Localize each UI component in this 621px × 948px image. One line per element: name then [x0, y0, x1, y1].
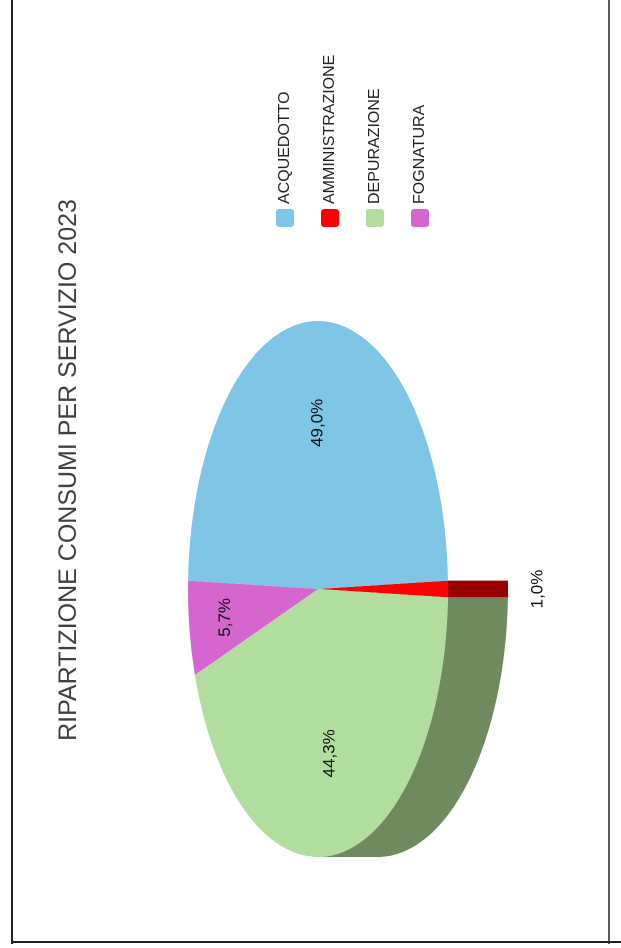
chart-title: RIPARTIZIONE CONSUMI PER SERVIZIO 2023 [54, 199, 82, 741]
legend-item-depurazione: DEPURAZIONE [366, 88, 384, 227]
legend-item-acquedotto: ACQUEDOTTO [276, 91, 294, 227]
legend-swatch-amministrazione [321, 209, 339, 227]
slice-acquedotto [188, 321, 448, 589]
legend-item-amministrazione: AMMINISTRAZIONE [321, 55, 339, 227]
legend: ACQUEDOTTO AMMINISTRAZIONE DEPURAZIONE FOGN… [276, 55, 429, 227]
legend-label-acquedotto: ACQUEDOTTO [276, 91, 293, 204]
legend-label-amministrazione: AMMINISTRAZIONE [321, 55, 338, 204]
slice-depth-depurazione [318, 597, 508, 857]
data-label-amministrazione: 1,0% [527, 570, 546, 609]
slice-depth-amministrazione [447, 580, 509, 598]
legend-item-fognatura: FOGNATURA [411, 104, 429, 227]
legend-label-fognatura: FOGNATURA [411, 104, 428, 204]
legend-label-depurazione: DEPURAZIONE [366, 88, 383, 204]
pie-labels-group: 1,0% 44,3% 5,7% 49,0% [215, 399, 547, 778]
data-label-fognatura: 5,7% [215, 598, 234, 637]
data-label-acquedotto: 49,0% [307, 399, 326, 447]
legend-swatch-depurazione [366, 209, 384, 227]
data-label-depurazione: 44,3% [319, 729, 338, 777]
legend-swatch-fognatura [411, 209, 429, 227]
slice-depurazione [194, 589, 448, 857]
pie-top-group [188, 321, 448, 857]
slice-fognatura [188, 580, 318, 676]
pie-depth-group [318, 580, 509, 857]
slice-amministrazione [318, 580, 448, 598]
legend-swatch-acquedotto [276, 209, 294, 227]
